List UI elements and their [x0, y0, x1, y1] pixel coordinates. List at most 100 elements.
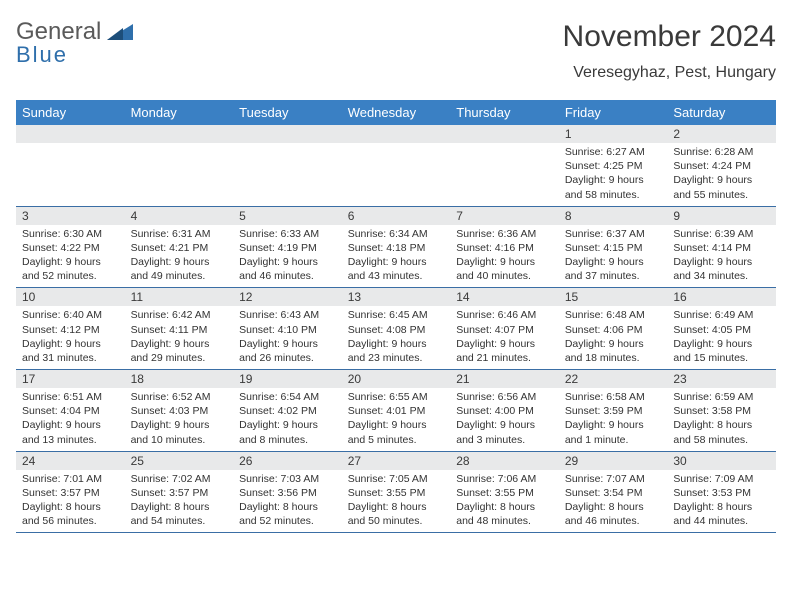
day-number: 3	[16, 207, 125, 225]
sunrise-text: Sunrise: 6:28 AM	[673, 145, 770, 159]
sunrise-text: Sunrise: 7:05 AM	[348, 472, 445, 486]
day-number: 5	[233, 207, 342, 225]
calendar-cell: 29Sunrise: 7:07 AMSunset: 3:54 PMDayligh…	[559, 451, 668, 533]
calendar-cell: 11Sunrise: 6:42 AMSunset: 4:11 PMDayligh…	[125, 288, 234, 370]
sunrise-text: Sunrise: 6:58 AM	[565, 390, 662, 404]
header: General Blue November 2024 Veresegyhaz, …	[16, 20, 776, 82]
sunset-text: Sunset: 4:16 PM	[456, 241, 553, 255]
sunset-text: Sunset: 4:15 PM	[565, 241, 662, 255]
sunrise-text: Sunrise: 6:39 AM	[673, 227, 770, 241]
day-number: 21	[450, 370, 559, 388]
sunset-text: Sunset: 4:24 PM	[673, 159, 770, 173]
day-number: 26	[233, 452, 342, 470]
calendar-cell: 28Sunrise: 7:06 AMSunset: 3:55 PMDayligh…	[450, 451, 559, 533]
sunset-text: Sunset: 4:25 PM	[565, 159, 662, 173]
sunrise-text: Sunrise: 6:37 AM	[565, 227, 662, 241]
day-content: Sunrise: 6:52 AMSunset: 4:03 PMDaylight:…	[125, 388, 234, 451]
sunrise-text: Sunrise: 6:45 AM	[348, 308, 445, 322]
calendar-cell	[450, 125, 559, 206]
daylight-text: Daylight: 8 hours and 46 minutes.	[565, 500, 662, 528]
day-number: 17	[16, 370, 125, 388]
sunrise-text: Sunrise: 6:54 AM	[239, 390, 336, 404]
day-content: Sunrise: 7:02 AMSunset: 3:57 PMDaylight:…	[125, 470, 234, 533]
day-content: Sunrise: 6:34 AMSunset: 4:18 PMDaylight:…	[342, 225, 451, 288]
empty-daynum-bar	[342, 125, 451, 143]
daylight-text: Daylight: 9 hours and 5 minutes.	[348, 418, 445, 446]
daylight-text: Daylight: 8 hours and 50 minutes.	[348, 500, 445, 528]
day-number: 10	[16, 288, 125, 306]
day-number: 4	[125, 207, 234, 225]
sunrise-text: Sunrise: 6:55 AM	[348, 390, 445, 404]
calendar-cell: 6Sunrise: 6:34 AMSunset: 4:18 PMDaylight…	[342, 206, 451, 288]
sunset-text: Sunset: 3:55 PM	[456, 486, 553, 500]
calendar-cell: 24Sunrise: 7:01 AMSunset: 3:57 PMDayligh…	[16, 451, 125, 533]
weekday-header-row: Sunday Monday Tuesday Wednesday Thursday…	[16, 100, 776, 125]
calendar-cell: 13Sunrise: 6:45 AMSunset: 4:08 PMDayligh…	[342, 288, 451, 370]
empty-daynum-bar	[233, 125, 342, 143]
sunrise-text: Sunrise: 6:48 AM	[565, 308, 662, 322]
day-number: 24	[16, 452, 125, 470]
title-block: November 2024 Veresegyhaz, Pest, Hungary	[563, 20, 776, 82]
sunset-text: Sunset: 4:21 PM	[131, 241, 228, 255]
day-number: 14	[450, 288, 559, 306]
calendar-cell	[16, 125, 125, 206]
day-content: Sunrise: 6:36 AMSunset: 4:16 PMDaylight:…	[450, 225, 559, 288]
daylight-text: Daylight: 9 hours and 1 minute.	[565, 418, 662, 446]
calendar-cell: 27Sunrise: 7:05 AMSunset: 3:55 PMDayligh…	[342, 451, 451, 533]
logo-general: General	[16, 20, 101, 44]
day-content: Sunrise: 6:45 AMSunset: 4:08 PMDaylight:…	[342, 306, 451, 369]
sunrise-text: Sunrise: 6:52 AM	[131, 390, 228, 404]
daylight-text: Daylight: 9 hours and 10 minutes.	[131, 418, 228, 446]
day-number: 13	[342, 288, 451, 306]
calendar-row: 10Sunrise: 6:40 AMSunset: 4:12 PMDayligh…	[16, 288, 776, 370]
sunset-text: Sunset: 3:57 PM	[22, 486, 119, 500]
day-number: 12	[233, 288, 342, 306]
weekday-header: Monday	[125, 100, 234, 125]
calendar-page: General Blue November 2024 Veresegyhaz, …	[0, 0, 792, 533]
sunset-text: Sunset: 3:53 PM	[673, 486, 770, 500]
daylight-text: Daylight: 9 hours and 55 minutes.	[673, 173, 770, 201]
daylight-text: Daylight: 9 hours and 49 minutes.	[131, 255, 228, 283]
daylight-text: Daylight: 9 hours and 46 minutes.	[239, 255, 336, 283]
weekday-header: Thursday	[450, 100, 559, 125]
day-content: Sunrise: 6:42 AMSunset: 4:11 PMDaylight:…	[125, 306, 234, 369]
calendar-cell: 16Sunrise: 6:49 AMSunset: 4:05 PMDayligh…	[667, 288, 776, 370]
calendar-cell: 14Sunrise: 6:46 AMSunset: 4:07 PMDayligh…	[450, 288, 559, 370]
day-number: 27	[342, 452, 451, 470]
calendar-row: 17Sunrise: 6:51 AMSunset: 4:04 PMDayligh…	[16, 370, 776, 452]
daylight-text: Daylight: 9 hours and 40 minutes.	[456, 255, 553, 283]
calendar-table: Sunday Monday Tuesday Wednesday Thursday…	[16, 100, 776, 533]
daylight-text: Daylight: 9 hours and 31 minutes.	[22, 337, 119, 365]
sunrise-text: Sunrise: 6:51 AM	[22, 390, 119, 404]
day-content: Sunrise: 7:01 AMSunset: 3:57 PMDaylight:…	[16, 470, 125, 533]
logo-blue: Blue	[16, 44, 101, 66]
logo-text-block: General Blue	[16, 20, 101, 66]
day-number: 7	[450, 207, 559, 225]
calendar-cell: 21Sunrise: 6:56 AMSunset: 4:00 PMDayligh…	[450, 370, 559, 452]
sunrise-text: Sunrise: 6:43 AM	[239, 308, 336, 322]
daylight-text: Daylight: 9 hours and 8 minutes.	[239, 418, 336, 446]
weekday-header: Sunday	[16, 100, 125, 125]
weekday-header: Friday	[559, 100, 668, 125]
day-number: 30	[667, 452, 776, 470]
day-content: Sunrise: 6:51 AMSunset: 4:04 PMDaylight:…	[16, 388, 125, 451]
daylight-text: Daylight: 9 hours and 21 minutes.	[456, 337, 553, 365]
day-number: 16	[667, 288, 776, 306]
calendar-cell: 9Sunrise: 6:39 AMSunset: 4:14 PMDaylight…	[667, 206, 776, 288]
sunset-text: Sunset: 4:07 PM	[456, 323, 553, 337]
sunrise-text: Sunrise: 6:42 AM	[131, 308, 228, 322]
day-content: Sunrise: 7:09 AMSunset: 3:53 PMDaylight:…	[667, 470, 776, 533]
sunrise-text: Sunrise: 6:31 AM	[131, 227, 228, 241]
sunset-text: Sunset: 3:57 PM	[131, 486, 228, 500]
day-content: Sunrise: 6:48 AMSunset: 4:06 PMDaylight:…	[559, 306, 668, 369]
empty-daynum-bar	[450, 125, 559, 143]
sunset-text: Sunset: 4:12 PM	[22, 323, 119, 337]
month-title: November 2024	[563, 20, 776, 54]
calendar-cell: 25Sunrise: 7:02 AMSunset: 3:57 PMDayligh…	[125, 451, 234, 533]
day-number: 1	[559, 125, 668, 143]
day-content: Sunrise: 7:05 AMSunset: 3:55 PMDaylight:…	[342, 470, 451, 533]
daylight-text: Daylight: 8 hours and 48 minutes.	[456, 500, 553, 528]
weekday-header: Saturday	[667, 100, 776, 125]
day-content: Sunrise: 7:07 AMSunset: 3:54 PMDaylight:…	[559, 470, 668, 533]
calendar-cell: 5Sunrise: 6:33 AMSunset: 4:19 PMDaylight…	[233, 206, 342, 288]
